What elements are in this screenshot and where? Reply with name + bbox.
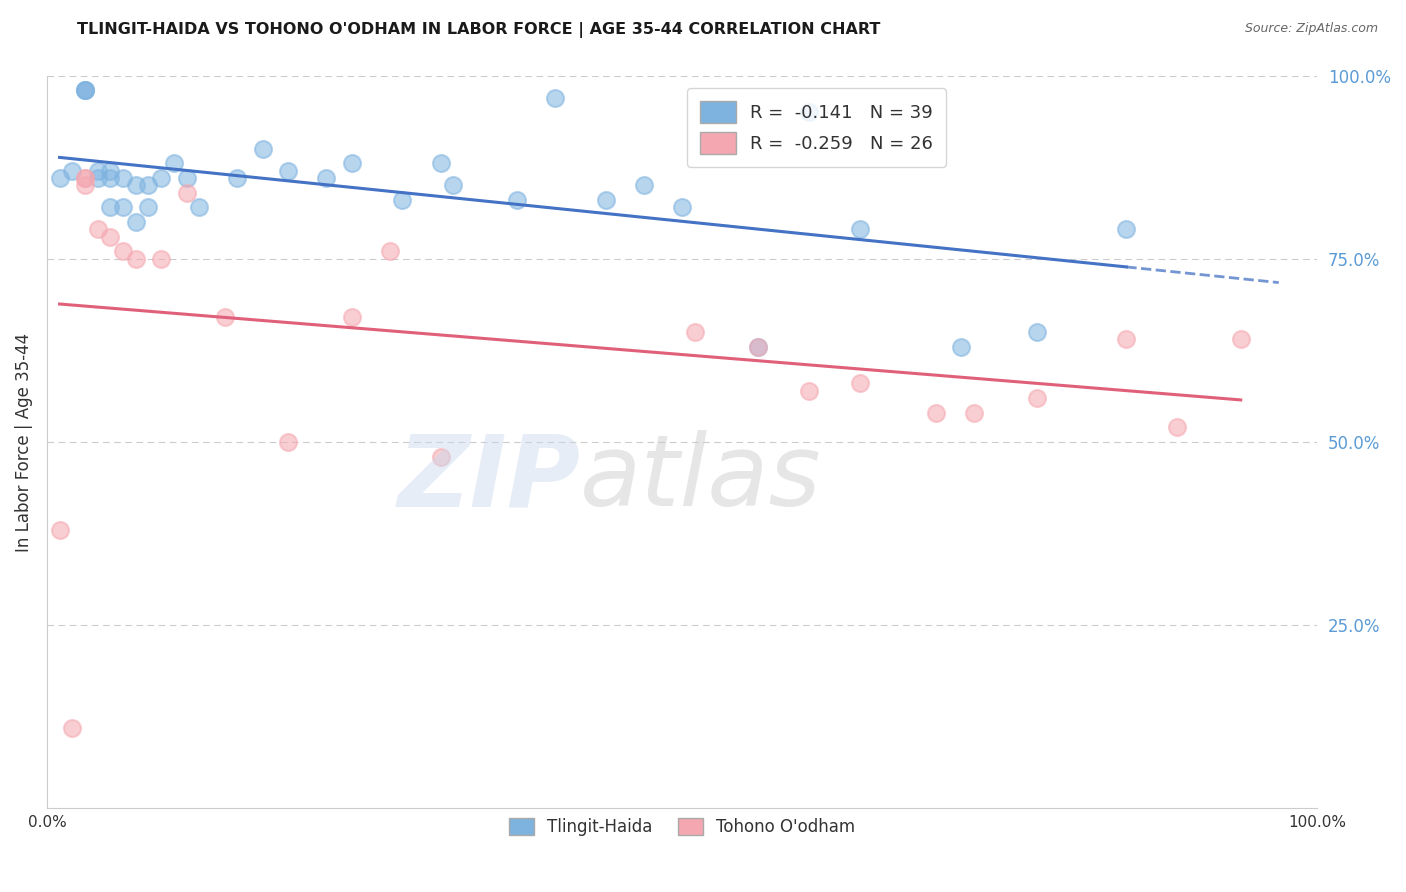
Point [138, 178, 160, 193]
Point [73, 178, 96, 193]
Point [848, 222, 870, 236]
Point [188, 201, 211, 215]
Point [150, 252, 173, 266]
Point [60, 721, 83, 735]
Point [125, 215, 148, 229]
Point [48, 171, 70, 186]
Point [176, 171, 198, 186]
Point [315, 171, 337, 186]
Point [100, 171, 122, 186]
Point [391, 193, 413, 207]
Point [1166, 420, 1188, 434]
Point [112, 201, 135, 215]
Point [848, 376, 870, 391]
Point [429, 156, 451, 170]
Point [73, 171, 96, 186]
Point [277, 163, 299, 178]
Point [595, 193, 617, 207]
Point [925, 406, 948, 420]
Point [797, 105, 820, 120]
Point [60, 163, 83, 178]
Point [86, 222, 108, 236]
Point [163, 156, 186, 170]
Point [506, 193, 529, 207]
Text: TLINGIT-HAIDA VS TOHONO O'ODHAM IN LABOR FORCE | AGE 35-44 CORRELATION CHART: TLINGIT-HAIDA VS TOHONO O'ODHAM IN LABOR… [77, 22, 880, 38]
Point [73, 83, 96, 97]
Text: ZIP: ZIP [398, 430, 581, 527]
Point [125, 252, 148, 266]
Point [797, 384, 820, 398]
Point [1026, 325, 1049, 339]
Point [1115, 222, 1137, 236]
Point [125, 178, 148, 193]
Point [1229, 332, 1251, 346]
Y-axis label: In Labor Force | Age 35-44: In Labor Force | Age 35-44 [15, 333, 32, 551]
Text: Source: ZipAtlas.com: Source: ZipAtlas.com [1244, 22, 1378, 36]
Point [73, 83, 96, 97]
Point [340, 310, 363, 325]
Point [252, 142, 274, 156]
Text: atlas: atlas [581, 430, 823, 527]
Point [150, 171, 173, 186]
Point [73, 171, 96, 186]
Point [100, 229, 122, 244]
Point [1026, 391, 1049, 405]
Point [378, 244, 401, 259]
Point [683, 325, 706, 339]
Point [48, 523, 70, 537]
Point [963, 406, 986, 420]
Point [86, 163, 108, 178]
Point [950, 340, 973, 354]
Point [1115, 332, 1137, 346]
Point [671, 201, 693, 215]
Point [633, 178, 655, 193]
Point [112, 244, 135, 259]
Point [747, 340, 769, 354]
Point [226, 171, 249, 186]
Point [176, 186, 198, 200]
Point [86, 171, 108, 186]
Point [100, 201, 122, 215]
Point [277, 434, 299, 449]
Point [100, 163, 122, 178]
Point [747, 340, 769, 354]
Point [441, 178, 464, 193]
Point [214, 310, 236, 325]
Point [340, 156, 363, 170]
Point [138, 201, 160, 215]
Legend: Tlingit-Haida, Tohono O'odham: Tlingit-Haida, Tohono O'odham [501, 809, 863, 844]
Point [73, 83, 96, 97]
Point [429, 450, 451, 464]
Point [544, 90, 567, 104]
Point [112, 171, 135, 186]
